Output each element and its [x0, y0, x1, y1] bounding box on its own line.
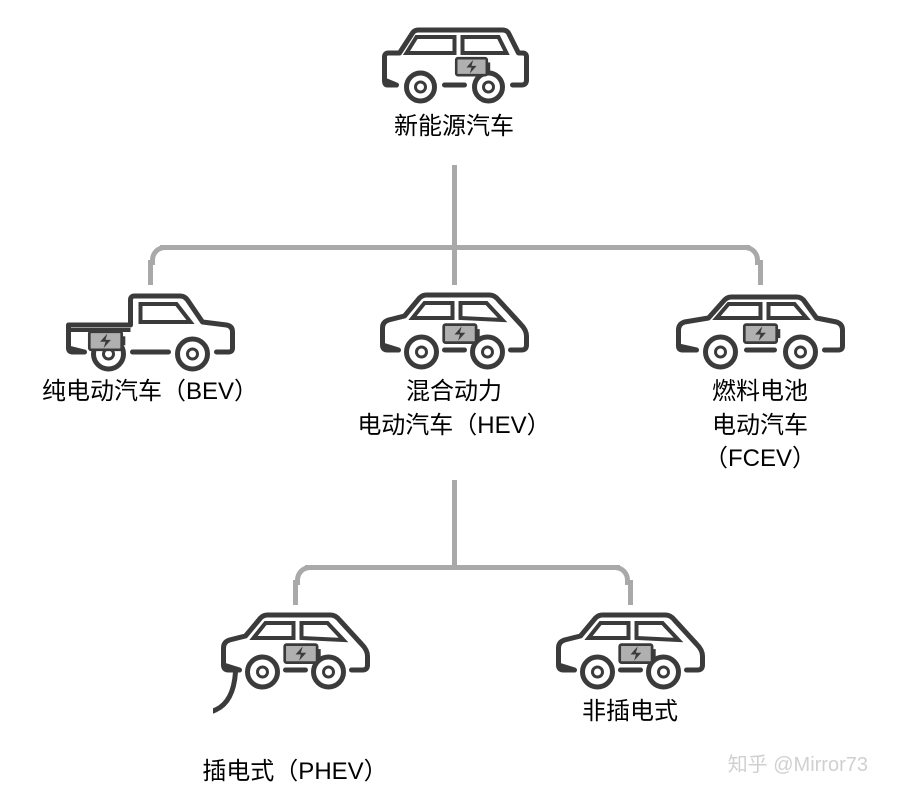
connector-stem	[452, 165, 457, 240]
hatch-car-icon	[372, 285, 537, 375]
hatch-car-icon	[548, 605, 713, 695]
connector-drop	[148, 260, 153, 285]
node-label: 插电式（PHEV）	[183, 755, 408, 789]
watermark-text: 知乎 @Mirror73	[728, 748, 868, 777]
node-label: 新能源汽车	[342, 110, 567, 144]
suv-car-icon	[372, 20, 537, 110]
node-label: 非插电式	[518, 695, 743, 729]
connector-bar	[305, 565, 620, 570]
node-root: 新能源汽车	[342, 20, 567, 144]
node-bev: 纯电动汽车（BEV）	[28, 285, 273, 409]
connector-corner	[295, 565, 315, 585]
pickup-car-icon	[58, 285, 243, 375]
node-label: 燃料电池 电动汽车 （FCEV）	[638, 375, 883, 476]
connector-drop	[293, 580, 298, 605]
connector-drop	[452, 250, 457, 285]
connector-join	[452, 235, 457, 250]
connector-stem	[452, 480, 457, 560]
connector-join	[452, 555, 457, 570]
node-label: 混合动力 电动汽车（HEV）	[342, 375, 567, 442]
node-fcev: 燃料电池 电动汽车 （FCEV）	[638, 285, 883, 476]
connector-corner	[150, 245, 170, 265]
node-label: 纯电动汽车（BEV）	[28, 375, 273, 409]
connector-drop	[628, 580, 633, 605]
node-phev: 插电式（PHEV）	[183, 605, 408, 789]
connector-drop	[758, 260, 763, 285]
node-nphev: 非插电式	[518, 605, 743, 729]
hatch-car-icon	[213, 605, 378, 755]
node-hev: 混合动力 电动汽车（HEV）	[342, 285, 567, 442]
sedan-car-icon	[668, 285, 853, 375]
